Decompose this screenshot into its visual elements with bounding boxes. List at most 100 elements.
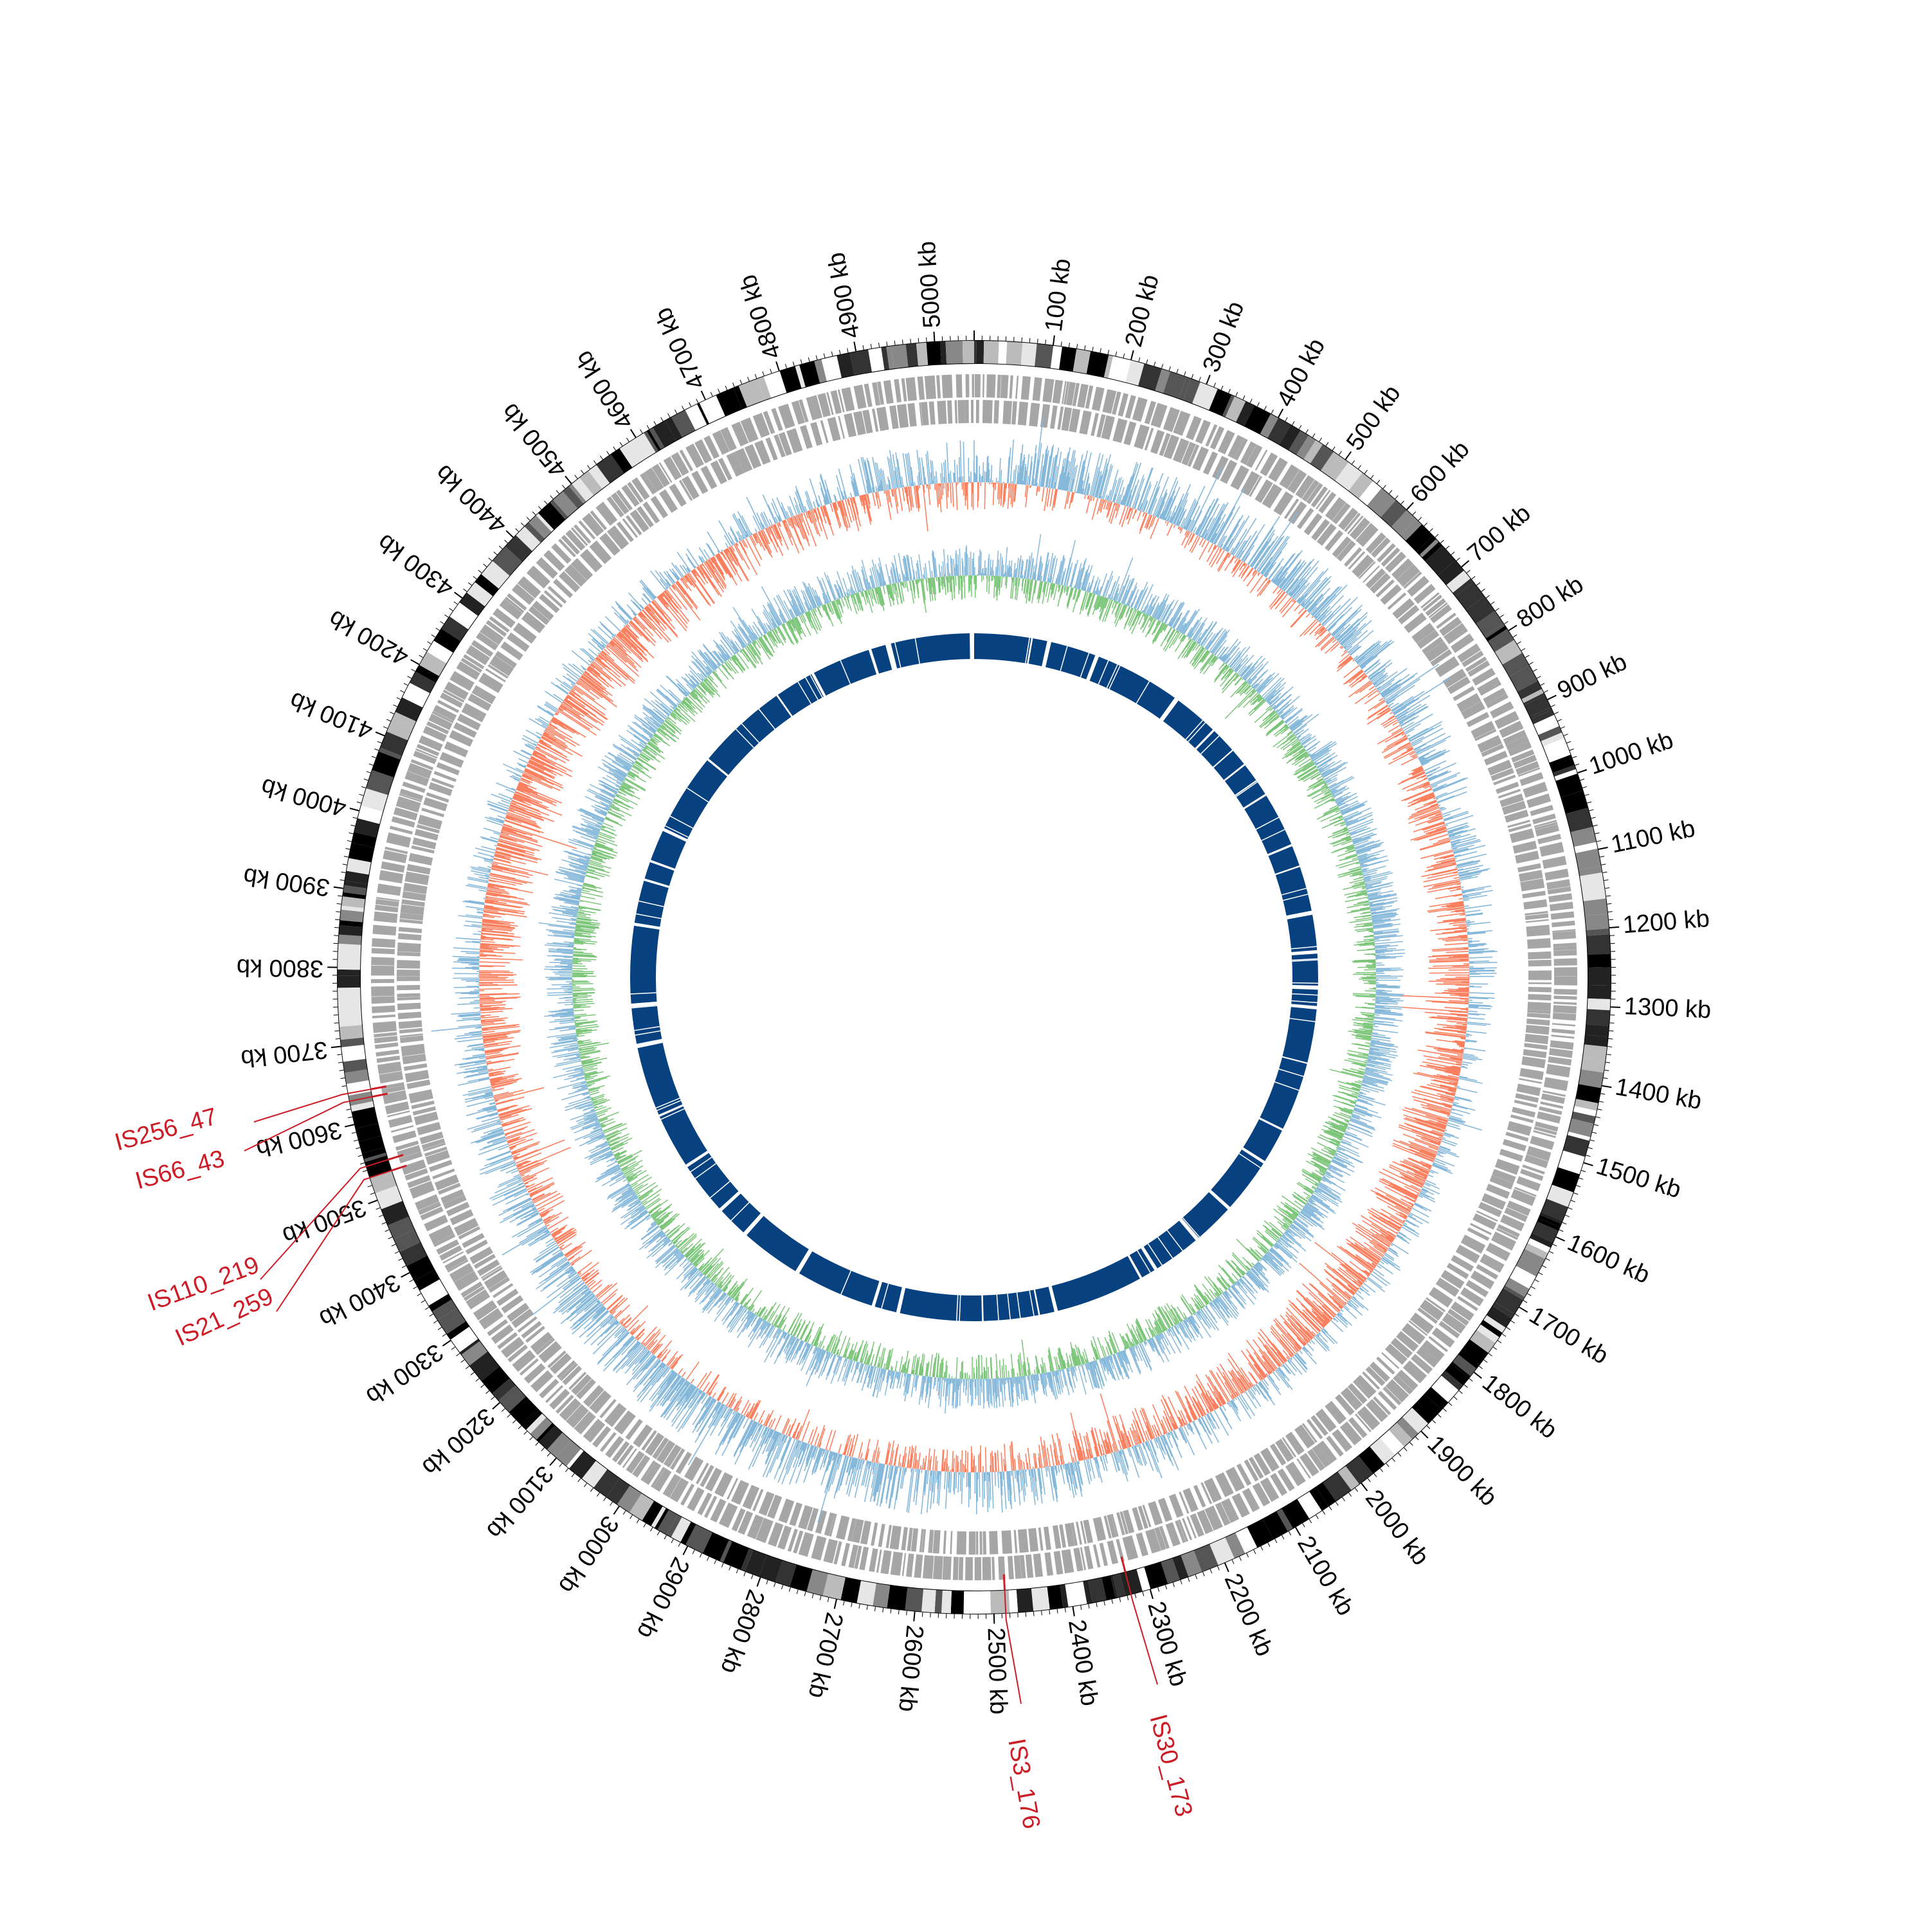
- synteny-block: [1244, 795, 1291, 854]
- minor-tick: [1326, 442, 1328, 446]
- major-tick: [442, 1341, 450, 1346]
- minor-tick: [1605, 888, 1609, 889]
- minor-tick: [563, 485, 565, 489]
- minor-tick: [711, 392, 712, 396]
- gene-feature: [1079, 410, 1091, 435]
- tick-label: 200 kb: [1120, 272, 1164, 350]
- ideogram-band: [338, 975, 360, 988]
- tick-label: 4400 kb: [430, 459, 512, 539]
- minor-tick: [1498, 1341, 1501, 1343]
- gene-feature: [1050, 405, 1058, 429]
- gene-feature: [1011, 401, 1017, 424]
- gene-feature: [1092, 386, 1105, 411]
- minor-tick: [334, 1023, 339, 1024]
- minor-tick: [678, 1542, 680, 1546]
- minor-tick: [1188, 1578, 1189, 1582]
- minor-tick: [725, 386, 727, 390]
- minor-tick: [675, 410, 677, 413]
- minor-tick: [385, 1230, 389, 1232]
- gene-feature: [397, 970, 420, 976]
- ideogram-band: [1585, 914, 1609, 930]
- major-tick: [1361, 1483, 1367, 1491]
- minor-tick: [1580, 779, 1584, 781]
- minor-tick: [1303, 1523, 1305, 1527]
- gene-feature: [397, 952, 421, 956]
- minor-tick: [358, 1155, 363, 1157]
- minor-tick: [379, 1215, 383, 1217]
- gene-feature: [947, 401, 952, 424]
- gene-feature: [957, 1531, 966, 1555]
- gene-feature: [397, 960, 420, 969]
- gene-feature: [1029, 402, 1040, 426]
- minor-tick: [801, 359, 802, 364]
- minor-tick: [423, 649, 427, 651]
- minor-tick: [740, 380, 742, 384]
- synteny-block: [1046, 642, 1095, 680]
- gene-feature: [1528, 1002, 1552, 1011]
- minor-tick: [1489, 1353, 1492, 1356]
- gene-feature: [975, 374, 981, 397]
- minor-tick: [578, 1478, 581, 1482]
- minor-tick: [1484, 1360, 1488, 1362]
- minor-tick: [1581, 1170, 1586, 1171]
- minor-tick: [1559, 1230, 1563, 1232]
- minor-tick: [879, 343, 880, 347]
- tick-label: 3900 kb: [242, 862, 332, 901]
- minor-tick: [793, 362, 794, 366]
- minor-tick: [335, 919, 340, 920]
- gene-feature: [1008, 1556, 1014, 1579]
- gene-feature: [965, 1557, 973, 1580]
- minor-tick: [1165, 1585, 1166, 1589]
- minor-tick: [700, 1553, 702, 1557]
- gene-feature: [1553, 950, 1577, 956]
- minor-tick: [1271, 410, 1273, 413]
- minor-tick: [824, 354, 825, 358]
- minor-tick: [1395, 496, 1399, 499]
- minor-tick: [1342, 1497, 1345, 1501]
- minor-tick: [1173, 1583, 1174, 1587]
- minor-tick: [1589, 809, 1594, 811]
- minor-tick: [499, 546, 502, 549]
- minor-tick: [393, 705, 397, 707]
- minor-tick: [1306, 429, 1309, 433]
- gene-feature: [1554, 967, 1577, 976]
- gene-feature: [1552, 1029, 1575, 1034]
- ideogram-band: [1587, 934, 1611, 955]
- minor-tick: [572, 1474, 574, 1477]
- minor-tick: [357, 802, 361, 803]
- gene-feature: [1018, 402, 1028, 426]
- minor-tick: [797, 1589, 798, 1594]
- minor-tick: [471, 1372, 474, 1375]
- minor-tick: [1239, 1557, 1241, 1560]
- ideogram-band: [1031, 1587, 1050, 1611]
- ideogram-band: [990, 1591, 1010, 1614]
- minor-tick: [547, 1453, 550, 1456]
- gene-feature: [1552, 931, 1576, 940]
- gene-feature: [992, 1557, 995, 1580]
- minor-tick: [721, 1563, 723, 1567]
- minor-tick: [1092, 347, 1093, 351]
- minor-tick: [1531, 1286, 1535, 1288]
- minor-tick: [1599, 1101, 1604, 1102]
- gene-feature: [957, 400, 965, 423]
- gene-feature: [371, 986, 394, 997]
- tick-label: 1500 kb: [1593, 1153, 1685, 1204]
- minor-tick: [1232, 1560, 1234, 1564]
- major-tick: [1345, 451, 1351, 459]
- tick-label: 4700 kb: [649, 303, 711, 393]
- minor-tick: [714, 1560, 716, 1564]
- minor-tick: [1444, 1409, 1447, 1412]
- minor-tick: [491, 1396, 494, 1400]
- minor-tick: [1607, 903, 1611, 904]
- ideogram-band: [935, 1590, 943, 1613]
- major-tick: [550, 1458, 556, 1465]
- synteny-block: [1182, 1192, 1227, 1238]
- tick-label: 2400 kb: [1063, 1618, 1103, 1708]
- minor-tick: [1383, 485, 1386, 489]
- minor-tick: [352, 1132, 356, 1133]
- major-tick: [1519, 1307, 1528, 1312]
- synteny-block: [660, 1106, 708, 1166]
- ideogram-band: [941, 1591, 948, 1613]
- minor-tick: [505, 540, 508, 543]
- gene-feature: [889, 1526, 901, 1550]
